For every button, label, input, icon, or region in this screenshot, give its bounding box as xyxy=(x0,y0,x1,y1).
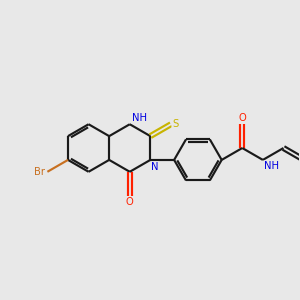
Text: Br: Br xyxy=(34,167,45,177)
Text: N: N xyxy=(151,162,159,172)
Text: NH: NH xyxy=(132,113,147,123)
Text: O: O xyxy=(126,196,134,207)
Text: NH: NH xyxy=(264,161,279,171)
Text: O: O xyxy=(238,113,246,123)
Text: S: S xyxy=(172,119,178,129)
